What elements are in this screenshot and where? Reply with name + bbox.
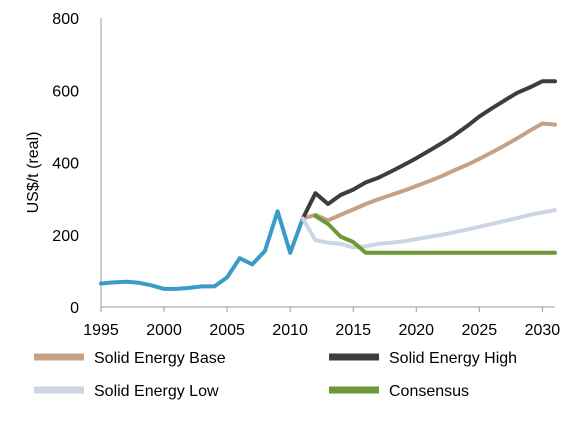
legend-label: Solid Energy Base: [94, 350, 226, 367]
y-tick-label: 0: [70, 300, 79, 317]
y-tick-label: 600: [52, 83, 79, 100]
x-tick-label: 2020: [398, 322, 434, 339]
x-tick-label: 2005: [209, 322, 245, 339]
series-lines: [99, 79, 557, 291]
series-line-solid-energy-high: [300, 79, 557, 221]
axes: [100, 18, 555, 308]
y-axis-ticks: 0 200 400 600 800: [52, 11, 79, 317]
x-tick-label: 2030: [525, 322, 561, 339]
x-tick-label: 2010: [272, 322, 308, 339]
x-tick-label: 2015: [335, 322, 371, 339]
y-tick-label: 400: [52, 156, 79, 173]
series-line-consensus: [313, 214, 557, 255]
series-line-solid-energy-low: [300, 208, 557, 250]
legend-label: Consensus: [389, 383, 469, 400]
x-tick-label: 2000: [146, 322, 182, 339]
legend: Solid Energy Base Solid Energy High Solid …: [34, 350, 517, 400]
legend-label: Solid Energy Low: [94, 383, 219, 400]
series-line-solid-energy-base: [300, 121, 557, 223]
y-tick-label: 800: [52, 11, 79, 28]
series-line-historical-price: [99, 209, 305, 291]
x-tick-label: 1995: [83, 322, 119, 339]
x-tick-label: 2025: [462, 322, 498, 339]
legend-label: Solid Energy High: [389, 350, 517, 367]
x-axis-ticks: 1995 2000 2005 2010 2015 2020 2025 2030: [83, 307, 560, 339]
y-axis-label: US$/t (real): [25, 132, 42, 214]
y-tick-label: 200: [52, 228, 79, 245]
